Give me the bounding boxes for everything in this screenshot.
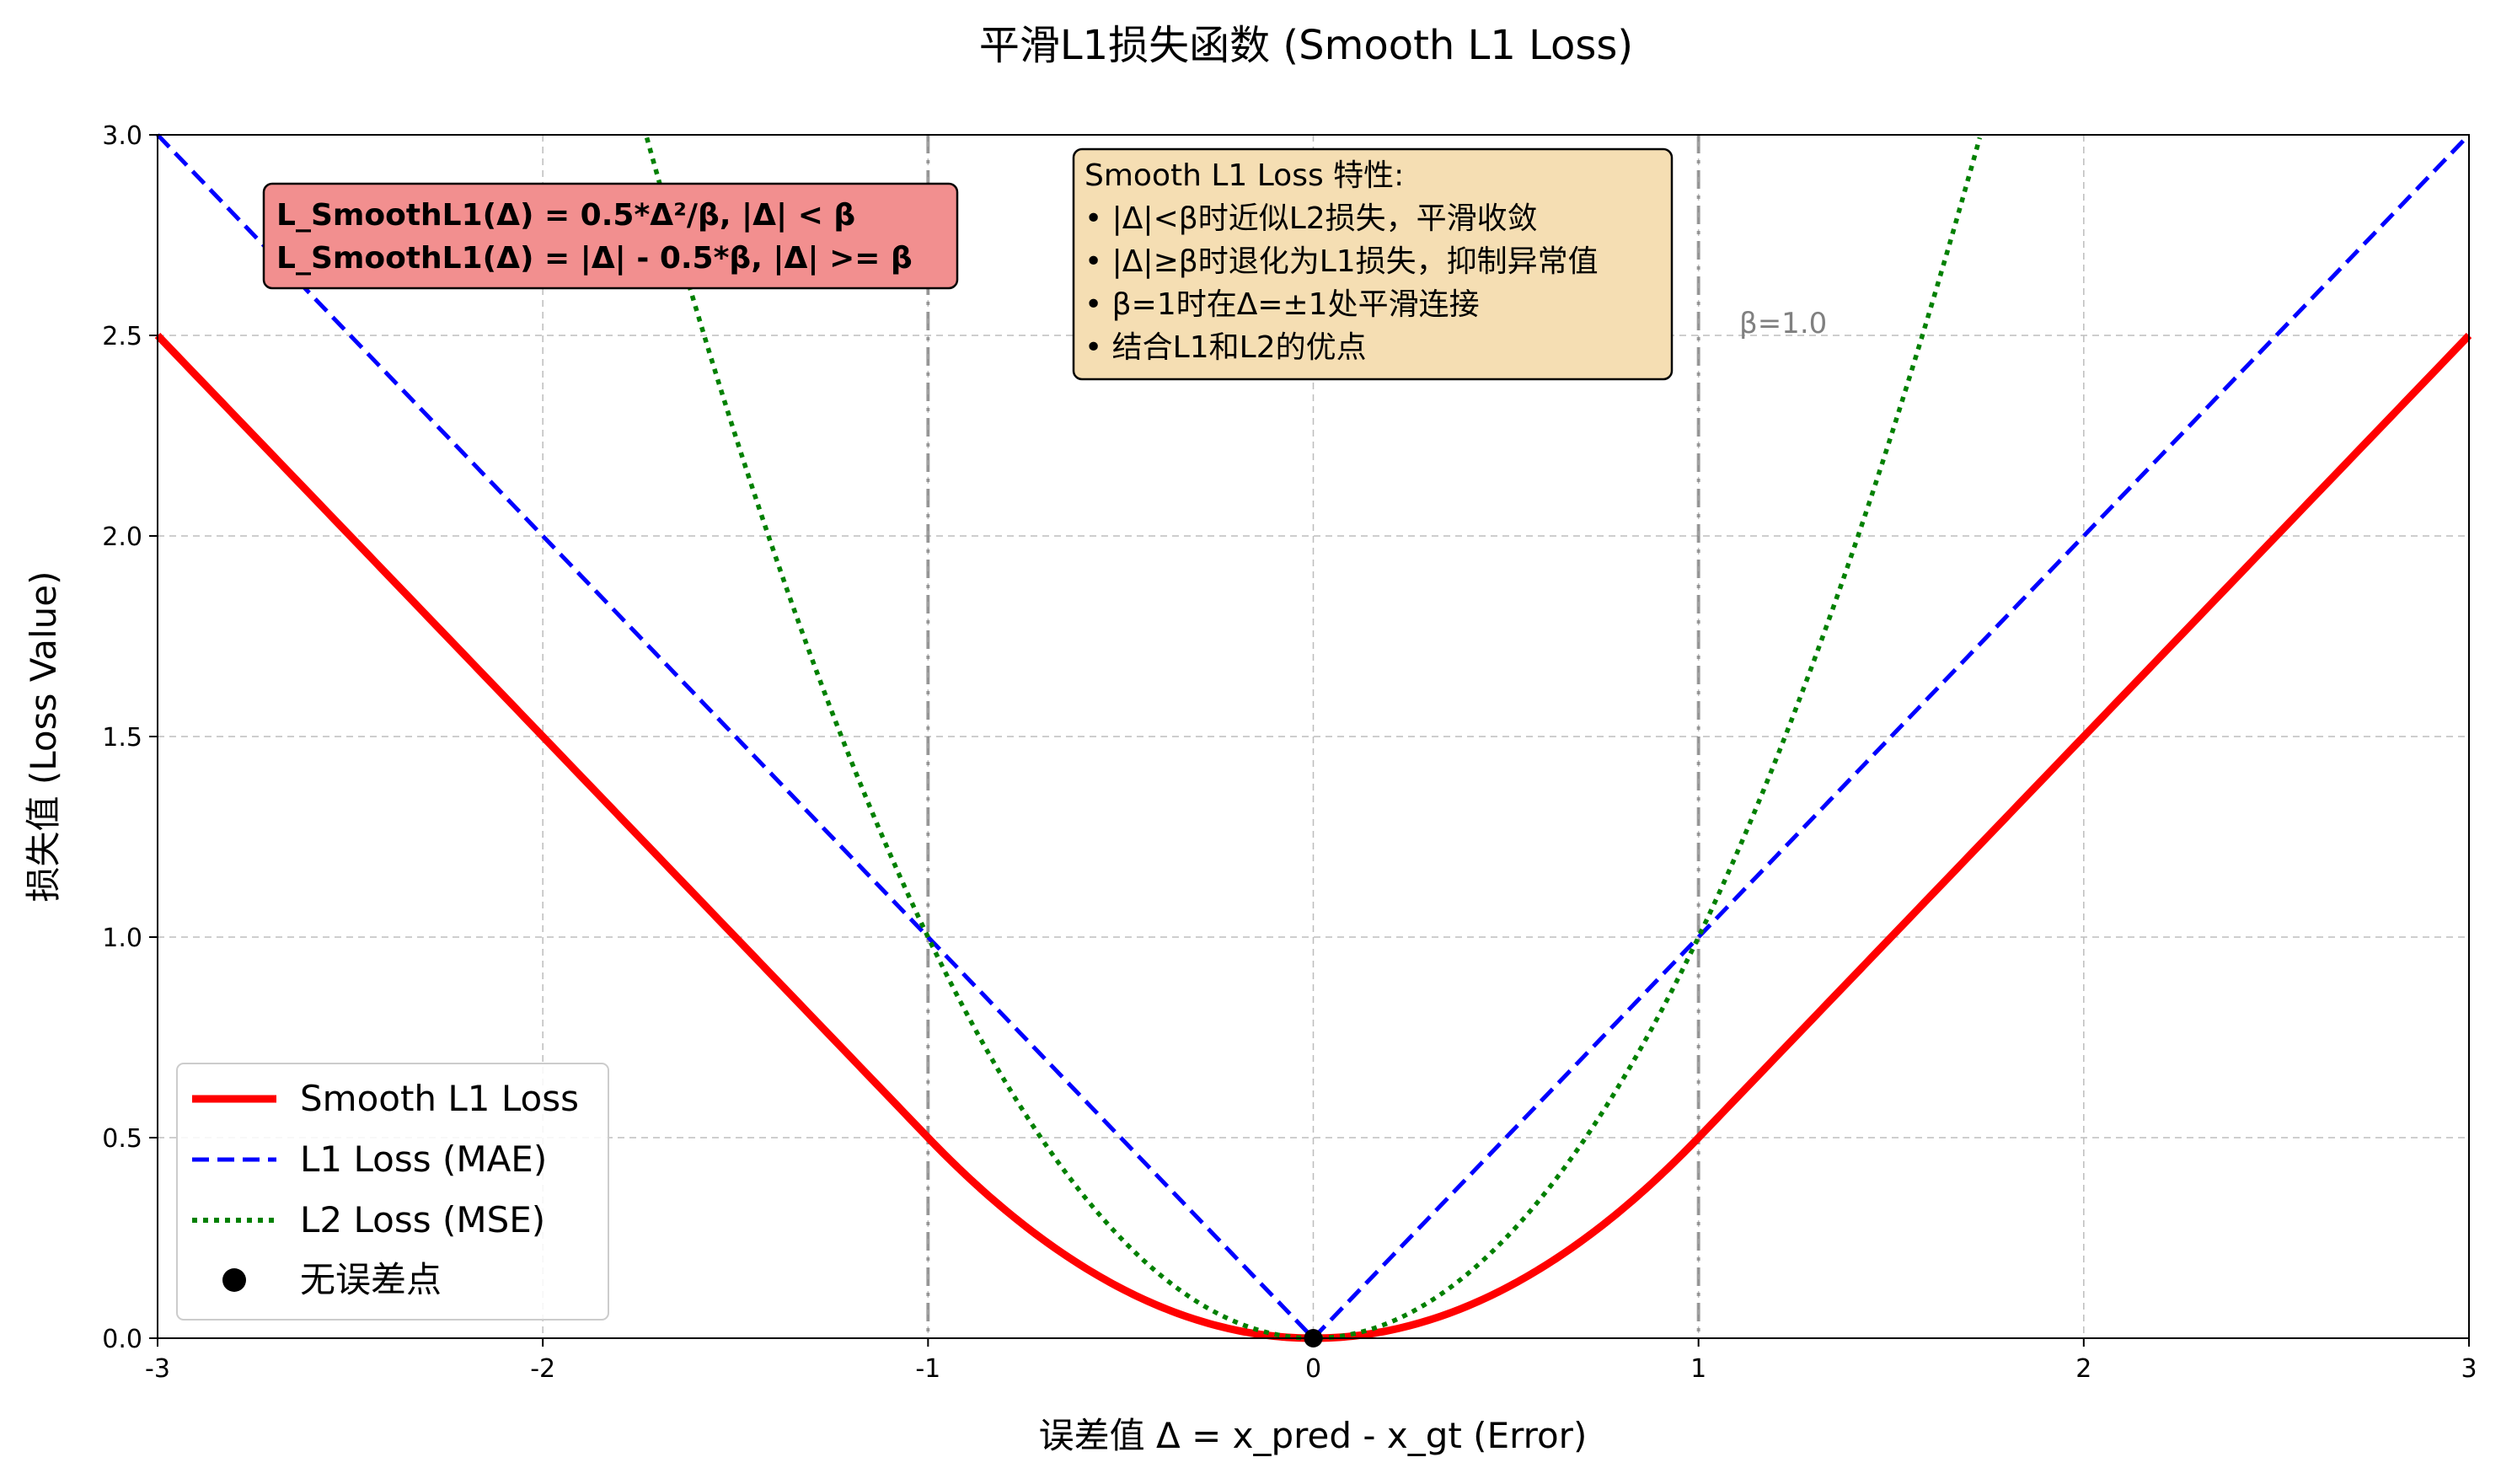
legend-label-l1: L1 Loss (MAE) xyxy=(300,1138,547,1180)
x-axis-ticks: -3 -2 -1 0 1 2 3 xyxy=(145,1338,2477,1384)
y-axis-label: 损失值 (Loss Value) xyxy=(23,571,64,903)
y-tick-label-3: 1.5 xyxy=(102,723,142,753)
legend-box xyxy=(176,1063,609,1321)
y-tick-label-1: 0.5 xyxy=(102,1124,142,1154)
chart-title: 平滑L1损失函数 (Smooth L1 Loss) xyxy=(979,22,1633,69)
y-tick-label-5: 2.5 xyxy=(102,322,142,351)
y-tick-label-6: 3.0 xyxy=(102,121,142,151)
formula-line-2: L_SmoothL1(Δ) = |Δ| - 0.5*β, |Δ| >= β xyxy=(276,241,913,276)
x-tick-label-2: -1 xyxy=(915,1354,940,1384)
x-tick-label-6: 3 xyxy=(2461,1354,2477,1384)
series-line-l2 xyxy=(644,137,1983,1341)
properties-box xyxy=(1072,147,1674,381)
properties-annotation: Smooth L1 Loss 特性: • |Δ|<β时近似L2损失，平滑收敛 •… xyxy=(1072,147,1674,381)
y-tick-label-2: 1.0 xyxy=(102,924,142,953)
legend-swatch-zero-point xyxy=(222,1268,246,1292)
legend-label-l2: L2 Loss (MSE) xyxy=(300,1199,545,1240)
x-tick-label-3: 0 xyxy=(1305,1354,1321,1384)
properties-line-1: Smooth L1 Loss 特性: xyxy=(1084,158,1404,193)
properties-line-2: • |Δ|<β时近似L2损失，平滑收敛 xyxy=(1084,201,1538,236)
formula-line-1: L_SmoothL1(Δ) = 0.5*Δ²/β, |Δ| < β xyxy=(276,198,855,233)
y-axis-ticks: 0.0 0.5 1.0 1.5 2.0 2.5 3.0 xyxy=(102,121,158,1354)
legend-label-smooth-l1: Smooth L1 Loss xyxy=(300,1078,579,1119)
properties-line-5: • 结合L1和L2的优点 xyxy=(1084,330,1367,365)
x-tick-label-5: 2 xyxy=(2075,1354,2091,1384)
formula-box xyxy=(262,182,959,290)
formula-annotation: L_SmoothL1(Δ) = 0.5*Δ²/β, |Δ| < β L_Smoo… xyxy=(262,182,959,290)
legend: Smooth L1 Loss L1 Loss (MAE) L2 Loss (MS… xyxy=(176,1063,609,1321)
y-tick-label-4: 2.0 xyxy=(102,522,142,552)
x-tick-label-1: -2 xyxy=(530,1354,555,1384)
properties-line-4: • β=1时在Δ=±1处平滑连接 xyxy=(1084,287,1480,322)
properties-line-3: • |Δ|≥β时退化为L1损失，抑制异常值 xyxy=(1084,244,1599,279)
legend-label-zero-point: 无误差点 xyxy=(300,1259,442,1300)
beta-label: β=1.0 xyxy=(1739,307,1827,340)
x-tick-label-4: 1 xyxy=(1690,1354,1706,1384)
y-tick-label-0: 0.0 xyxy=(102,1325,142,1354)
x-axis-label: 误差值 Δ = x_pred - x_gt (Error) xyxy=(1039,1415,1588,1456)
x-tick-label-0: -3 xyxy=(145,1354,170,1384)
